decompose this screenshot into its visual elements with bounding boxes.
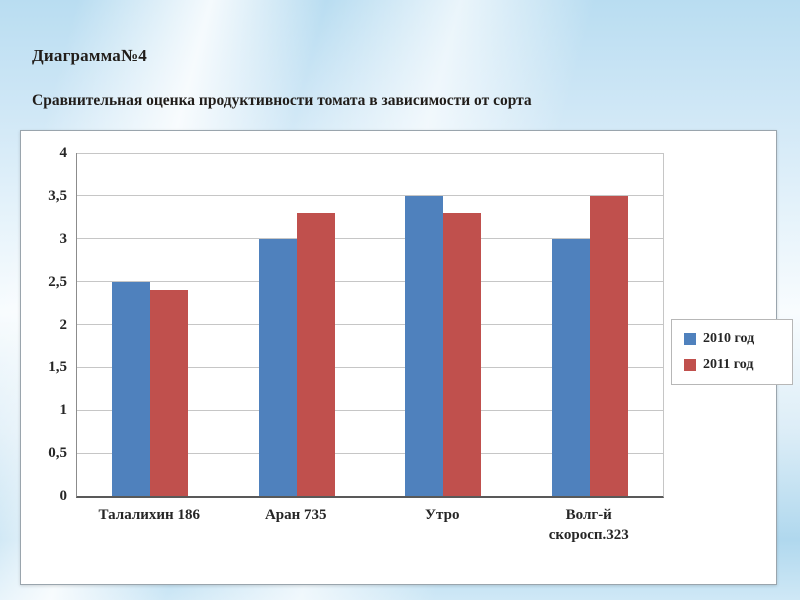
legend-label: 2011 год bbox=[703, 357, 754, 372]
x-axis-category-label: Утро bbox=[425, 507, 460, 523]
x-axis-category-label: Волг-й скоросп.323 bbox=[548, 507, 629, 543]
y-axis-tick-label: 1,5 bbox=[48, 359, 67, 376]
chart: 2010 год 2011 год 0 0,5 1 1,5 2 2,5 3 3,5 4 Талали… bbox=[20, 130, 793, 585]
y-axis-tick-label: 3 bbox=[59, 230, 68, 247]
gridline bbox=[77, 195, 663, 197]
bar-series-1-cat-1 bbox=[112, 281, 151, 496]
y-axis-tick-label: 1 bbox=[59, 402, 68, 419]
bar-series-2-cat-3 bbox=[443, 213, 482, 496]
bar-series-1-cat-3 bbox=[405, 195, 444, 496]
y-axis-tick-label: 4 bbox=[59, 145, 68, 161]
gridline bbox=[77, 324, 663, 325]
plot-area bbox=[76, 152, 664, 498]
bar-series-1-cat-2 bbox=[258, 238, 297, 496]
y-axis-tick-label: 0,5 bbox=[48, 445, 67, 462]
legend-label: 2010 год bbox=[703, 331, 755, 346]
legend-swatch-icon bbox=[684, 333, 696, 345]
slide-subtitle: Сравнительная оценка продуктивности тома… bbox=[32, 92, 532, 109]
bar-series-2-cat-2 bbox=[296, 213, 335, 496]
y-axis-tick-label: 2,5 bbox=[48, 273, 67, 290]
y-axis-tick-label: 2 bbox=[59, 316, 68, 333]
x-axis-category-label: Талалихин 186 bbox=[98, 507, 200, 523]
gridline bbox=[77, 152, 663, 154]
gridline bbox=[77, 238, 663, 240]
bar-series-1-cat-4 bbox=[551, 238, 590, 496]
y-axis-tick-label: 3,5 bbox=[48, 187, 67, 204]
bar-series-2-cat-1 bbox=[150, 290, 189, 496]
gridline bbox=[77, 366, 663, 368]
slide-title: Диаграмма№4 bbox=[32, 46, 147, 65]
gridline bbox=[77, 409, 663, 411]
y-axis-tick-label: 0 bbox=[59, 488, 68, 504]
legend-item-1: 2010 год bbox=[684, 331, 780, 347]
gridline bbox=[77, 281, 663, 283]
bar-series-2-cat-4 bbox=[589, 195, 628, 496]
legend-item-2: 2011 год bbox=[684, 357, 780, 373]
legend: 2010 год 2011 год bbox=[671, 319, 793, 385]
x-axis-category-label: Аран 735 bbox=[264, 507, 327, 523]
legend-swatch-icon bbox=[684, 359, 696, 371]
gridline bbox=[77, 452, 663, 454]
